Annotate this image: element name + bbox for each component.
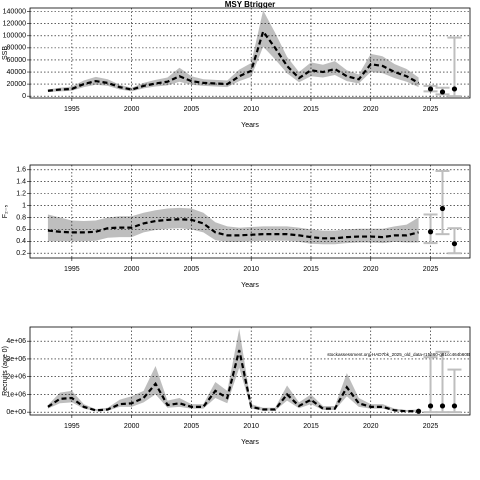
x-tick-label: 2005 (184, 266, 200, 273)
y-tick-label: 1.4 (16, 179, 26, 186)
x-tick-label: 2005 (184, 106, 200, 113)
x-tick-label: 1995 (64, 266, 80, 273)
y-axis-label: Recruits (age 0) (2, 346, 9, 396)
y-tick-label: 140000 (3, 8, 26, 15)
y-tick-label: 80000 (7, 45, 27, 52)
y-tick-label: 0.2 (16, 250, 26, 257)
x-tick-label: 1995 (64, 423, 80, 430)
y-axis-label: SSB (2, 46, 9, 60)
y-tick-label: 120000 (3, 21, 26, 28)
y-tick-label: 0.6 (16, 226, 26, 233)
x-tick-label: 2020 (363, 423, 379, 430)
y-tick-label: 0e+00 (6, 409, 26, 416)
confidence-band (47, 328, 419, 412)
plot-frame (29, 326, 471, 416)
y-tick-label: 2e+06 (6, 374, 26, 381)
y-tick-label: 0 (22, 93, 26, 100)
panel: 1995 2000 2005 2010 2015 2020 2025 0 20000 40000 6… (2, 0, 471, 129)
forecast-point (451, 86, 458, 92)
y-tick-label: 1.6 (16, 167, 26, 174)
y-tick-label: 4e+06 (6, 338, 26, 345)
forecast-point (439, 205, 446, 212)
y-tick-label: 1e+06 (6, 391, 26, 398)
x-tick-label: 2015 (303, 266, 319, 273)
y-tick-label: 1 (22, 202, 26, 209)
forecast-point (415, 408, 422, 414)
x-tick-label: 2020 (363, 106, 379, 113)
forecast-point (427, 86, 434, 92)
x-tick-label: 2010 (243, 266, 259, 273)
x-tick-label: 2025 (423, 423, 439, 430)
forecast-point (451, 403, 458, 409)
x-tick-label: 2010 (243, 106, 259, 113)
y-axis-label: F₂₋₅ (2, 205, 9, 219)
x-tick-label: 2020 (363, 266, 379, 273)
y-tick-label: 60000 (7, 57, 27, 64)
x-tick-label: 2005 (184, 423, 200, 430)
annotation: stockassessment.org-HAD7bk_2025_old_data… (327, 352, 470, 357)
confidence-band (47, 207, 419, 245)
estimate-line (47, 29, 420, 92)
forecast-point (427, 403, 434, 409)
x-axis-label: Years (241, 122, 259, 129)
x-tick-label: 2010 (243, 423, 259, 430)
forecast-point (439, 403, 446, 409)
forecast-point (427, 229, 434, 235)
x-tick-label: 2000 (124, 266, 140, 273)
y-tick-label: 0.4 (16, 238, 26, 245)
panel: 1995 2000 2005 2010 2015 2020 2025 0.2 0.4 0.6 0.8… (2, 164, 471, 289)
confidence-band (47, 10, 419, 92)
plot-frame (29, 7, 471, 99)
x-tick-label: 2015 (303, 423, 319, 430)
y-tick-label: 0.8 (16, 214, 26, 221)
y-tick-label: 1.2 (16, 190, 26, 197)
panel: 1995 2000 2005 2010 2015 2020 2025 0e+00 1e+06 2e… (2, 326, 471, 446)
x-axis-label: Years (241, 439, 259, 446)
estimate-line (47, 349, 419, 413)
x-tick-label: 2015 (303, 106, 319, 113)
x-tick-label: 2000 (124, 106, 140, 113)
y-tick-label: 100000 (3, 33, 26, 40)
chart-title: MSY Btrigger (225, 0, 276, 9)
y-tick-label: 40000 (7, 69, 27, 76)
x-axis-label: Years (241, 282, 259, 289)
forecast-point (451, 241, 458, 247)
y-tick-label: 3e+06 (6, 356, 26, 363)
x-tick-label: 2025 (423, 106, 439, 113)
plot-frame (29, 164, 471, 259)
y-tick-label: 20000 (7, 81, 27, 88)
estimate-line (47, 218, 419, 240)
x-tick-label: 1995 (64, 106, 80, 113)
x-tick-label: 2000 (124, 423, 140, 430)
x-tick-label: 2025 (423, 266, 439, 273)
forecast-point (439, 89, 446, 95)
